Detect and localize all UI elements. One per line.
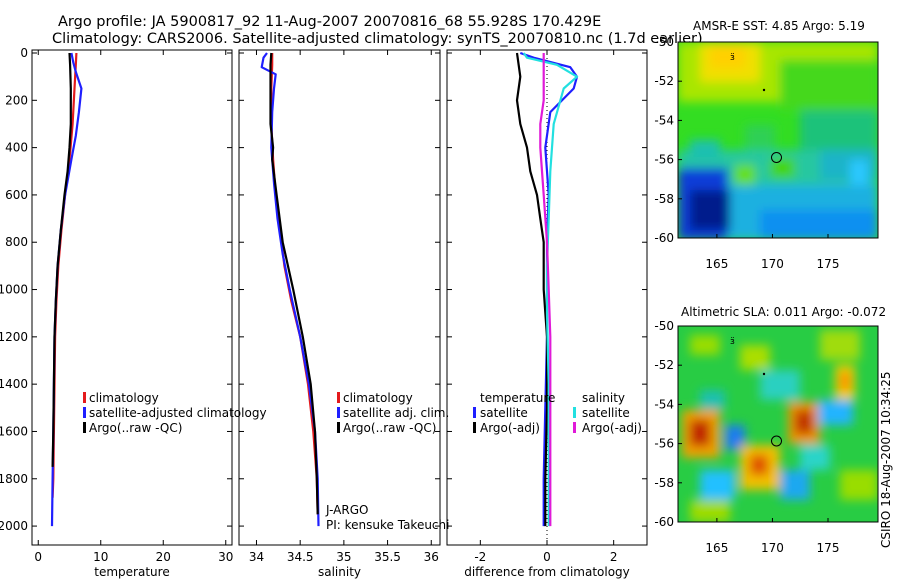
legend-label: climatology [343,391,413,405]
salinity-annotation: J-ARGO PI: kensuke Takeuchi [325,503,449,532]
x-axis-label: difference from climatology [464,565,630,579]
y-tick-label: 800 [5,235,28,249]
x-tick-label: 175 [817,257,840,271]
difference-legend: temperature satellite Argo(-adj) salinit… [473,391,642,435]
y-tick-label: 0 [20,46,28,60]
x-tick-label: 35.5 [374,550,401,564]
x-tick-label: 2 [610,550,618,564]
csiro-timestamp-label: CSIRO 18-Aug-2007 10:34:25 [879,372,893,548]
plot-frame [238,49,441,546]
y-tick-label: 1600 [0,424,28,438]
series-line [522,52,579,527]
y-tick-label: 2000 [0,519,28,533]
x-tick-label: 34 [249,550,264,564]
legend-swatch-clim [83,392,86,403]
x-tick-label: 170 [761,541,784,555]
y-tick-label: 400 [5,141,28,155]
x-tick-label: 35 [336,550,351,564]
x-tick-label: 10 [93,550,108,564]
x-axis-label: temperature [94,565,169,579]
sla-argo-marker [771,435,782,447]
x-tick-label: -2 [474,550,486,564]
plot-frame [31,49,233,546]
x-tick-label: 165 [705,257,728,271]
sst-map-axes: 165 170 175 -50 -52 -54 -56 -58 -60 [654,35,839,271]
y-tick-label: -50 [654,319,674,333]
sst-map-frame [677,41,879,239]
sst-argo-marker [771,152,782,163]
figure-title-line1: Argo profile: JA 5900817_92 11-Aug-2007 … [58,14,601,30]
x-tick-label: 165 [705,541,728,555]
x-axis-label: salinity [318,565,361,579]
series-line [269,52,319,515]
legend-label: Argo(-adj) [480,421,540,435]
legend-label: Argo(..raw -QC) [89,421,182,435]
legend-label: satellite-adjusted climatology [89,406,267,420]
sla-map-title: Altimetric SLA: 0.011 Argo: -0.072 [681,305,886,319]
y-tick-label: 200 [5,93,28,107]
x-tick-label: 0 [34,550,42,564]
legend-label: satellite adj. clim. [343,406,449,420]
salinity-profile-panel: 34 34.5 35 35.5 36 salinity [238,49,441,579]
sst-map-title: AMSR-E SST: 4.85 Argo: 5.19 [693,19,865,33]
y-tick-label: 1200 [0,330,28,344]
series-line [539,53,552,527]
legend-swatch-sat [83,407,86,418]
x-tick-label: 170 [761,257,784,271]
y-tick-label: -54 [654,113,674,127]
legend-label: satellite [480,406,528,420]
x-tick-label: 175 [817,541,840,555]
series-line [51,52,72,467]
series-line [515,52,549,527]
x-tick-label: 30 [218,550,233,564]
series-line [270,53,319,515]
legend-title: salinity [582,391,625,405]
y-tick-label: 600 [5,188,28,202]
legend-label: Argo(-adj) [582,421,642,435]
salinity-legend: climatology satellite adj. clim. Argo(..… [337,391,449,435]
annotation-line: J-ARGO [325,503,368,517]
annotation-line: PI: kensuke Takeuchi [326,518,449,532]
legend-label: satellite [582,406,630,420]
series-line [519,51,579,527]
y-tick-label: -60 [654,515,674,529]
sla-map-frame [677,325,879,523]
sst-map: ӟ [678,42,878,238]
y-tick-label: -56 [654,437,674,451]
x-tick-label: 20 [156,550,171,564]
svg-text:ӟ: ӟ [730,337,735,347]
figure-title-line2: Climatology: CARS2006. Satellite-adjuste… [52,31,703,47]
y-tick-label: -52 [654,74,674,88]
y-tick-label: -58 [654,476,674,490]
x-tick-label: 36 [424,550,439,564]
sla-map: ӟ [678,326,878,522]
x-tick-label: 34.5 [287,550,314,564]
sla-map-axes: 165 170 175 -50 -52 -54 -56 -58 -60 [654,319,839,555]
y-tick-label: 1000 [0,283,28,297]
legend-title: temperature [480,391,555,405]
y-tick-label: 1400 [0,377,28,391]
y-tick-label: -52 [654,358,674,372]
y-tick-label: 1800 [0,472,28,486]
y-tick-label: -54 [654,397,674,411]
y-tick-label: -60 [654,231,674,245]
legend-label: Argo(..raw -QC) [343,421,436,435]
sst-island-mark: ӟ [730,53,735,63]
y-tick-label: -56 [654,153,674,167]
temperature-profile-panel: 0 10 20 30 0 200 400 600 800 1000 1200 1400 1600 1800… [0,46,233,579]
legend-swatch-argo [83,422,86,433]
y-tick-label: -50 [654,35,674,49]
legend-label: climatology [89,391,159,405]
y-tick-label: -58 [654,192,674,206]
temperature-legend: climatology satellite-adjusted climatolo… [83,391,267,435]
x-tick-label: 0 [543,550,551,564]
